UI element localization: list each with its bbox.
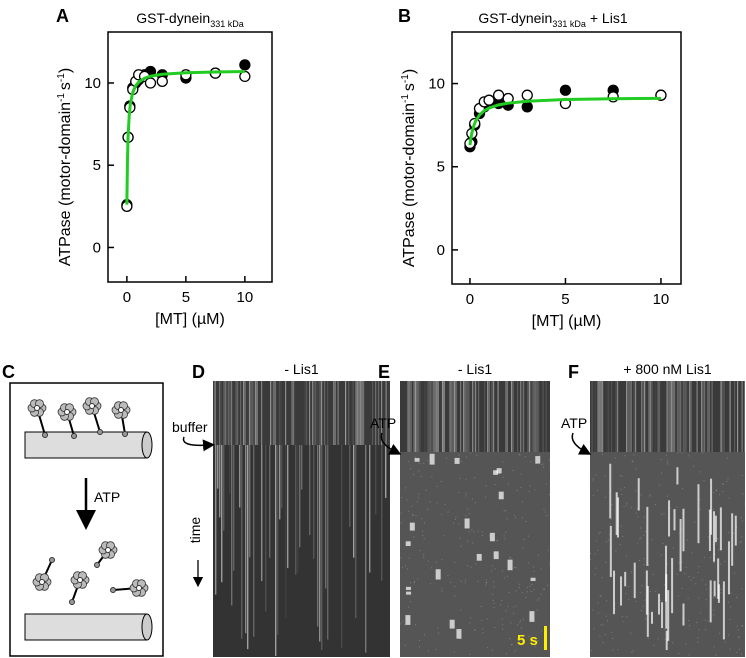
y-tick-label: 10: [84, 75, 101, 92]
data-point: [239, 70, 251, 83]
y-label-text: s: [57, 82, 74, 90]
chart-title: GST-dynein331 kDa: [136, 10, 243, 29]
kymograph-image: [213, 381, 390, 657]
arrow-label: ATP: [94, 489, 120, 505]
y-label-text: ATPase (motor-domain: [401, 103, 418, 267]
panel-letter: C: [2, 362, 15, 382]
time-label: time: [187, 517, 203, 544]
panel-letter: E: [378, 362, 390, 382]
y-label-text: ): [401, 69, 418, 74]
kymograph-title: - Lis1: [458, 361, 492, 377]
y-tick-label: 5: [437, 159, 445, 176]
kymograph-panel: D - Lis1 buffer time: [172, 361, 390, 657]
x-tick-label: 5: [182, 289, 190, 306]
title-subscript: 331 kDa: [552, 19, 586, 29]
kymograph-panel: E - Lis1 ATP 5 s: [370, 361, 551, 658]
kymograph-image: [400, 381, 551, 658]
fit-line: [125, 69, 245, 205]
scale-bar: [544, 626, 547, 650]
event-label: ATP: [370, 415, 396, 431]
y-label-superscript: -1: [400, 74, 411, 83]
chart-title: GST-dynein331 kDa + Lis1: [478, 10, 627, 29]
y-tick-label: 0: [93, 239, 101, 256]
event-arrow: [380, 432, 402, 455]
kymograph-title: + 800 nM Lis1: [623, 361, 712, 377]
title-main: GST-dynein: [478, 10, 552, 26]
scale-bar-label: 5 s: [517, 632, 538, 649]
y-tick-label: 0: [437, 242, 445, 259]
data-point: [559, 84, 572, 96]
y-label-superscript: -1: [56, 93, 67, 102]
panel-letter: B: [398, 6, 411, 26]
y-axis-label: ATPase (motor-domain-1s-1): [56, 68, 74, 266]
x-tick-label: 10: [653, 291, 670, 308]
data-point: [239, 59, 251, 71]
y-axis-label: ATPase (motor-domain-1s-1): [400, 69, 418, 267]
title-suffix: + Lis1: [590, 10, 628, 26]
panel-c: C ATP: [2, 362, 164, 657]
title-main: GST-dynein: [136, 10, 210, 26]
data-point: [521, 89, 533, 101]
fit-line: [468, 96, 661, 146]
chart: A GST-dynein331 kDa 0 5 10 0 5 10 [MT] (µM) ATPas…: [56, 6, 273, 328]
x-axis-label: [MT] (µM): [155, 311, 225, 328]
panel-letter: F: [568, 362, 579, 382]
plot-frame: [107, 31, 273, 283]
y-label-text: ATPase (motor-domain: [57, 102, 74, 266]
data-point: [144, 77, 157, 89]
data-point: [607, 91, 619, 103]
title-subscript: 331 kDa: [210, 19, 244, 29]
kymograph-image: [590, 381, 746, 657]
chart: B GST-dynein331 kDa + Lis1 0 5 10 0 5 10 [MT] (µM…: [398, 6, 682, 330]
event-label: ATP: [561, 415, 587, 431]
y-label-text: s: [401, 83, 418, 91]
plot-frame: [451, 31, 682, 285]
x-tick-label: 0: [123, 289, 131, 306]
event-label: buffer: [172, 419, 208, 435]
y-tick-label: 10: [428, 76, 445, 93]
kymograph-panel: F + 800 nM Lis1 ATP: [561, 361, 746, 657]
panel-letter: D: [192, 362, 205, 382]
y-label-superscript: -1: [56, 73, 67, 82]
y-label-superscript: -1: [400, 94, 411, 103]
dyneins: [27, 397, 149, 605]
x-axis-label: [MT] (µM): [532, 313, 602, 330]
y-label-text: ): [57, 68, 74, 73]
x-tick-label: 0: [466, 291, 474, 308]
kymograph-title: - Lis1: [284, 361, 318, 377]
event-arrow: [182, 436, 215, 452]
data-point: [156, 75, 168, 87]
y-tick-label: 5: [93, 157, 101, 174]
event-arrow: [571, 432, 592, 455]
microtubule: [24, 613, 153, 641]
x-tick-label: 10: [237, 289, 254, 306]
data-point: [492, 89, 505, 101]
x-tick-label: 5: [561, 291, 569, 308]
data-point: [521, 101, 533, 113]
panel-letter: A: [56, 6, 69, 26]
data-point: [483, 94, 495, 106]
